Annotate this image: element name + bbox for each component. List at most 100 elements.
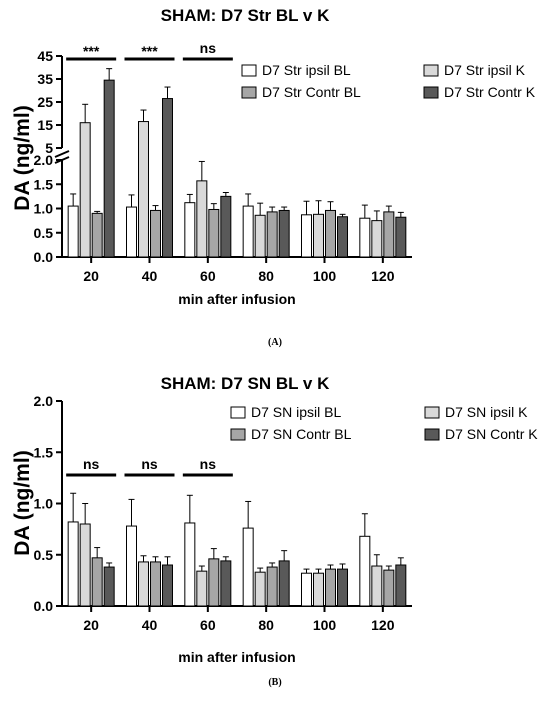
bar [371,220,383,258]
bar [138,121,149,258]
y-tick-label: 35 [37,71,53,87]
bar [359,217,371,258]
x-tick-label: 60 [200,617,216,633]
bar [278,560,290,607]
x-tick-label: 60 [200,268,216,284]
legend-swatch [424,406,440,419]
panel-a: SHAM: D7 Str BL v K DA (ng/ml) min after i… [11,6,536,348]
x-axis-title: min after infusion [178,649,295,665]
bar [242,527,254,607]
bar [395,564,407,607]
y-tick-label: 5 [45,140,53,156]
bar [301,214,312,258]
y-tick-label: 25 [37,94,53,110]
y-axis-title: DA (ng/ml) [11,105,34,210]
chart-title: SHAM: D7 Str BL v K [161,6,330,25]
bar [91,212,103,258]
bar [254,571,266,607]
bar [337,216,348,258]
significance-label: ns [141,456,158,472]
bar [184,202,196,258]
x-tick-label: 20 [83,268,99,284]
legend-swatch [230,428,246,441]
bar [103,79,115,258]
legend-label: D7 Str ipsil BL [262,62,351,78]
y-tick-label: 0.5 [34,225,54,241]
y-tick-label: 45 [37,48,53,64]
significance-label: ns [200,40,217,56]
bar [162,564,173,607]
significance-label: *** [141,43,158,59]
axis-break-mark [54,150,70,158]
bar [359,535,371,607]
x-tick-label: 100 [313,268,337,284]
bar [325,209,336,258]
x-axis-title: min after infusion [178,291,295,307]
x-tick-label: 100 [313,617,337,633]
legend-label: D7 SN ipsil BL [251,404,341,420]
significance-label: ns [200,456,217,472]
bar [79,523,91,607]
bar [162,98,173,258]
bar [79,122,91,258]
legend-swatch [241,64,257,77]
bar [67,205,79,258]
bar [337,568,348,607]
bar [313,213,324,258]
y-tick-label: 1.5 [34,176,54,192]
y-tick-label: 0.0 [34,598,54,614]
legend-label: D7 SN Contr K [445,426,538,442]
y-tick-label: 1.0 [34,496,54,512]
chart-title: SHAM: D7 SN BL v K [161,374,330,393]
bar [383,569,395,607]
bar [220,560,232,607]
y-axis-title: DA (ng/ml) [11,450,34,555]
bar [266,211,278,258]
bar [184,522,196,607]
legend-swatch [423,86,439,99]
bar [150,209,161,258]
bar [150,561,161,607]
y-tick-label: 0.5 [34,547,54,563]
bar [196,570,208,607]
x-tick-label: 80 [258,617,274,633]
legend-label: D7 SN ipsil K [445,404,528,420]
panel-b: SHAM: D7 SN BL v K DA (ng/ml) min after in… [11,374,538,688]
legend-label: D7 Str Contr BL [262,84,361,100]
bar [266,566,278,607]
bar [138,561,149,607]
bar [67,521,79,607]
legend-swatch [241,86,257,99]
legend-label: D7 Str Contr K [444,84,536,100]
y-tick-label: 0.0 [34,249,54,265]
bar [383,211,395,258]
bar [325,568,336,607]
legend-label: D7 SN Contr BL [251,426,352,442]
bar [395,216,407,258]
y-tick-label: 15 [37,117,53,133]
axis-break-mark [54,156,70,164]
bar [371,565,383,607]
significance-label: ns [83,456,100,472]
bar [242,205,254,258]
x-tick-label: 80 [258,268,274,284]
bar [196,180,208,258]
bar [301,572,312,607]
y-tick-label: 1.5 [34,444,54,460]
bar [103,566,115,607]
x-tick-label: 120 [371,268,395,284]
bar [91,557,103,607]
bar [208,208,220,258]
bar [208,558,220,607]
y-tick-label: 1.0 [34,201,54,217]
x-tick-label: 40 [142,268,158,284]
bar [126,525,137,607]
x-tick-label: 120 [371,617,395,633]
legend-swatch [230,406,246,419]
panel-label: (A) [268,337,282,348]
y-tick-label: 2.0 [34,152,54,168]
x-tick-label: 20 [83,617,99,633]
legend-swatch [423,64,439,77]
legend-label: D7 Str ipsil K [444,62,526,78]
bar [126,206,137,258]
